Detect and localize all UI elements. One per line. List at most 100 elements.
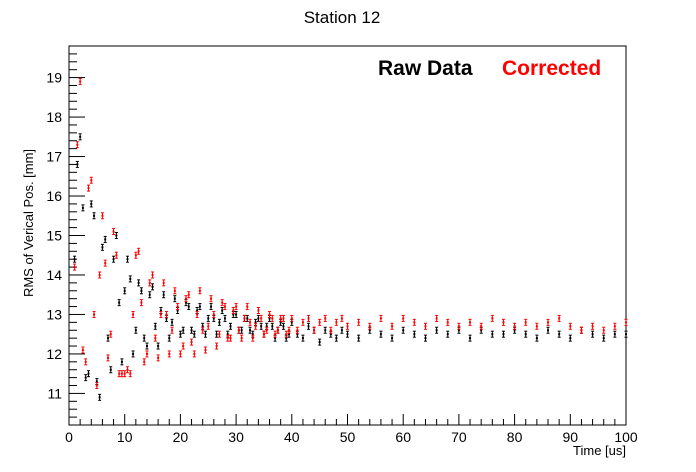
x-axis-title: Time [us]: [573, 443, 626, 458]
data-point: [446, 330, 450, 338]
data-point: [187, 291, 191, 299]
tick-labels: 0 10 20 30 40 50 60 70 80 90 100 11 12 13 14 15 16 17 18 19: [46, 70, 637, 445]
data-point: [579, 326, 583, 334]
data-point: [81, 346, 85, 354]
data-point: [215, 342, 219, 350]
data-point: [329, 326, 333, 334]
x-tick-label: 0: [65, 429, 73, 445]
data-point: [557, 314, 561, 322]
data-point: [170, 318, 174, 326]
data-point: [142, 334, 146, 342]
x-tick-label: 40: [284, 429, 300, 445]
x-tick-label: 60: [395, 429, 411, 445]
data-point: [78, 133, 82, 141]
series-1: [73, 78, 628, 390]
data-point: [248, 318, 252, 326]
data-point: [229, 322, 233, 330]
x-tick-label: 50: [340, 429, 356, 445]
data-point: [153, 322, 157, 330]
data-point: [242, 314, 246, 322]
y-tick-label: 13: [46, 306, 62, 322]
y-axis-title: RMS of Verical Pos. [mm]: [21, 149, 36, 297]
data-point: [265, 326, 269, 334]
data-point: [125, 366, 129, 374]
data-point: [117, 299, 121, 307]
data-point: [100, 212, 104, 220]
data-point: [75, 160, 79, 168]
data-point: [176, 303, 180, 311]
data-point: [184, 295, 188, 303]
axis-ticks: [68, 45, 627, 426]
data-point: [75, 141, 79, 149]
data-point: [535, 334, 539, 342]
data-point: [435, 326, 439, 334]
data-point: [120, 358, 124, 366]
data-point: [142, 358, 146, 366]
data-point: [86, 184, 90, 192]
data-point: [137, 247, 141, 255]
data-point: [139, 299, 143, 307]
data-point: [89, 176, 93, 184]
data-point: [134, 251, 138, 259]
data-point: [513, 322, 517, 330]
data-point: [301, 318, 305, 326]
data-point: [117, 370, 121, 378]
data-point: [148, 291, 152, 299]
chart-title: Station 12: [304, 8, 381, 27]
data-point: [346, 330, 349, 338]
data-point: [156, 342, 160, 350]
data-point: [290, 314, 294, 322]
data-point: [401, 326, 405, 334]
data-point: [412, 318, 416, 326]
data-point: [98, 271, 102, 279]
data-point: [78, 78, 82, 86]
data-point: [145, 342, 149, 350]
data-point: [112, 255, 116, 263]
data-point: [192, 330, 196, 338]
data-point: [95, 382, 99, 390]
data-point: [423, 322, 427, 330]
data-point: [106, 334, 110, 342]
data-point: [281, 314, 285, 322]
legend-corrected: Corrected: [502, 57, 601, 80]
data-point: [276, 326, 280, 334]
data-point: [557, 330, 561, 338]
data-point: [217, 330, 221, 338]
data-point: [86, 370, 90, 378]
data-point: [92, 310, 96, 318]
data-point: [190, 338, 194, 346]
data-point: [435, 314, 439, 322]
data-point: [390, 334, 394, 342]
data-point: [209, 295, 213, 303]
x-tick-label: 30: [228, 429, 244, 445]
data-point: [203, 330, 207, 338]
data-point: [187, 303, 191, 311]
data-point: [251, 334, 255, 342]
data-point: [198, 287, 202, 295]
data-point: [591, 330, 595, 338]
data-point: [215, 330, 219, 338]
y-tick-label: 11: [47, 385, 62, 401]
data-point: [568, 322, 572, 330]
data-point: [307, 322, 311, 330]
data-point: [131, 350, 135, 358]
data-point: [346, 322, 349, 330]
data-point: [259, 322, 263, 330]
data-point: [501, 318, 505, 326]
data-point: [546, 326, 550, 334]
data-point: [256, 307, 260, 315]
data-point: [624, 330, 628, 338]
data-point: [546, 318, 550, 326]
data-point: [131, 310, 135, 318]
data-point: [167, 350, 171, 358]
data-point: [137, 279, 141, 287]
data-point: [323, 326, 327, 334]
data-point: [379, 330, 383, 338]
data-point: [178, 350, 182, 358]
data-point: [490, 314, 494, 322]
data-point: [412, 330, 416, 338]
data-point: [234, 303, 238, 311]
data-point: [173, 295, 177, 303]
data-point: [148, 279, 152, 287]
data-point: [312, 326, 316, 334]
